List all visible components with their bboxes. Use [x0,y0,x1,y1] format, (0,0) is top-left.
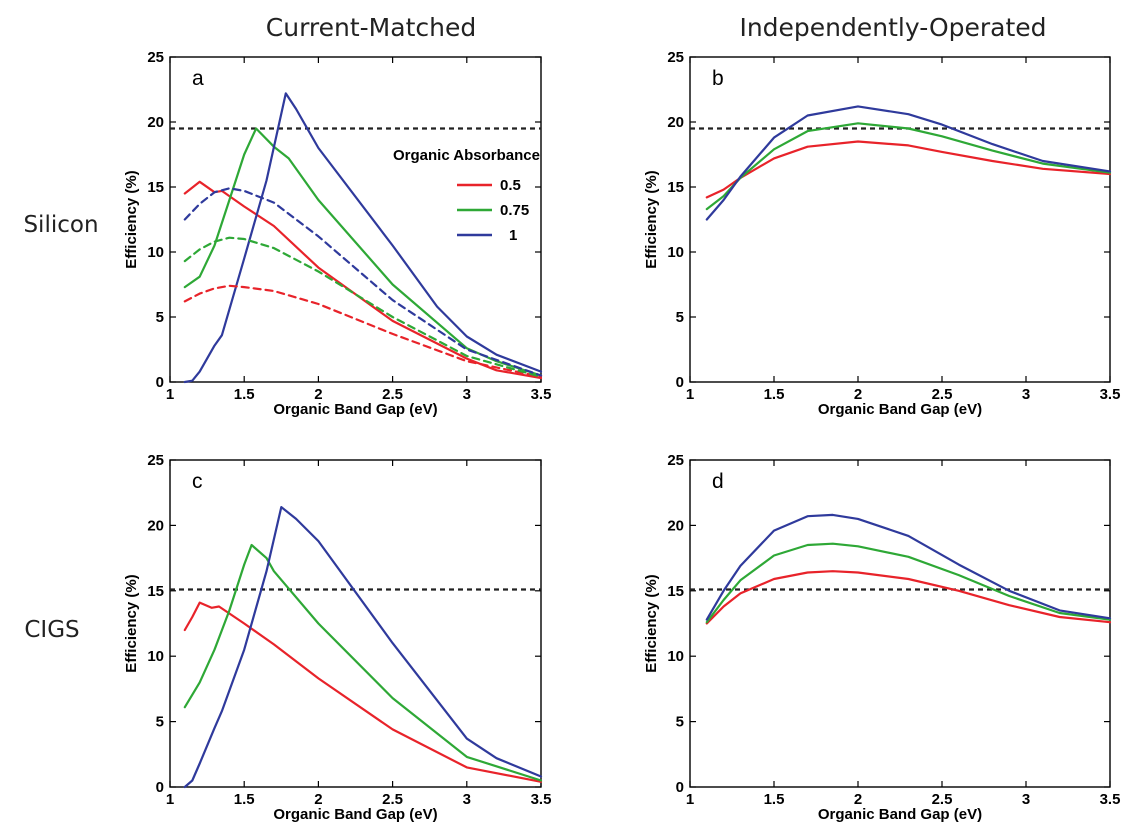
y-tick-label: 5 [156,714,164,731]
series-line-0.5-solid [183,180,543,380]
plot-frame [169,459,542,788]
series-line-0.5-solid [705,140,1112,199]
series-line-0.5-solid [705,570,1112,625]
x-axis-label: Organic Band Gap (eV) [818,806,982,823]
y-axis-label: Efficiency (%) [643,574,660,672]
y-tick-label: 10 [147,648,164,665]
row-title-silicon: Silicon [23,212,98,238]
x-tick-label: 1.5 [764,386,785,403]
y-tick-label: 25 [147,49,164,66]
series-line-0.75-dashed [183,236,543,378]
series-line-0.75-solid [705,122,1112,211]
y-tick-label: 10 [667,244,684,261]
panel-b: 1 1.5 2 2.5 3 3.5 0 5 10 15 20 25 Organic Band Gap (… [643,49,1120,418]
panel-letter: c [192,470,203,493]
y-tick-label: 15 [147,179,164,196]
x-tick-label: 3 [1022,386,1030,403]
y-axis-label: Efficiency (%) [643,170,660,268]
y-tick-label: 20 [147,517,164,534]
x-tick-label: 2 [854,386,862,403]
x-tick-label: 2.5 [382,386,403,403]
x-tick-label: 1 [166,791,174,808]
legend-label-0.5: 0.5 [500,177,521,194]
y-tick-label: 10 [147,244,164,261]
series-line-0.75-solid [183,127,543,377]
x-tick-label: 2.5 [382,791,403,808]
x-tick-label: 1 [686,791,694,808]
panel-letter: b [712,67,724,90]
y-tick-label: 0 [676,779,684,796]
x-tick-label: 1.5 [234,791,255,808]
panel-a: 1 1.5 2 2.5 3 3.5 0 5 10 15 20 25 Organic Band Gap (… [123,49,551,418]
panel-letter: d [712,470,724,493]
x-tick-label: 1.5 [234,386,255,403]
y-tick-label: 5 [676,714,684,731]
panel-letter: a [192,67,204,90]
series-line-0.5-solid [183,601,543,783]
y-axis-label: Efficiency (%) [123,574,140,672]
legend: Organic Absorbance 0.5 0.75 1 [393,147,540,244]
x-axis-label: Organic Band Gap (eV) [273,806,437,823]
series-line-0.75-solid [183,543,543,782]
x-tick-label: 2 [314,791,322,808]
legend-title: Organic Absorbance [393,147,540,164]
x-tick-label: 3.5 [531,386,552,403]
x-tick-label: 2 [854,791,862,808]
legend-label-1: 1 [509,227,517,244]
y-tick-label: 5 [676,309,684,326]
column-title-independently-operated: Independently-Operated [739,13,1046,42]
x-tick-label: 2.5 [932,791,953,808]
y-tick-label: 0 [676,374,684,391]
y-tick-label: 0 [156,374,164,391]
series-line-1-solid [183,92,543,384]
x-tick-label: 2 [314,386,322,403]
y-tick-label: 20 [667,517,684,534]
y-tick-label: 25 [667,49,684,66]
x-axis-label: Organic Band Gap (eV) [273,401,437,418]
x-tick-label: 2.5 [932,386,953,403]
panel-d: 1 1.5 2 2.5 3 3.5 0 5 10 15 20 25 Organic Band Gap (… [643,452,1120,823]
x-tick-label: 3 [463,386,471,403]
x-axis-label: Organic Band Gap (eV) [818,401,982,418]
x-tick-label: 3 [1022,791,1030,808]
plot-frame [689,56,1111,383]
series-line-1-solid [705,105,1112,221]
y-tick-label: 15 [147,583,164,600]
y-tick-label: 15 [667,583,684,600]
y-tick-label: 5 [156,309,164,326]
y-tick-label: 25 [667,452,684,469]
x-tick-label: 3.5 [1100,791,1121,808]
legend-label-0.75: 0.75 [500,202,529,219]
x-tick-label: 1.5 [764,791,785,808]
series-line-0.5-dashed [183,284,543,378]
y-tick-label: 20 [667,114,684,131]
row-title-cigs: CIGS [24,617,79,643]
x-tick-label: 3 [463,791,471,808]
y-tick-label: 15 [667,179,684,196]
y-tick-label: 25 [147,452,164,469]
y-tick-label: 0 [156,779,164,796]
plot-frame [169,56,542,383]
panel-c: 1 1.5 2 2.5 3 3.5 0 5 10 15 20 25 Organic Band Gap (… [123,452,551,823]
column-title-current-matched: Current-Matched [266,13,476,42]
x-tick-label: 3.5 [531,791,552,808]
series-line-1-dashed [183,187,543,377]
y-tick-label: 10 [667,648,684,665]
series-line-1-solid [705,513,1112,621]
x-tick-label: 3.5 [1100,386,1121,403]
x-tick-label: 1 [166,386,174,403]
y-axis-label: Efficiency (%) [123,170,140,268]
series-line-0.75-solid [705,542,1112,624]
y-tick-label: 20 [147,114,164,131]
plot-frame [689,459,1111,788]
series-line-1-solid [183,506,543,789]
x-tick-label: 1 [686,386,694,403]
